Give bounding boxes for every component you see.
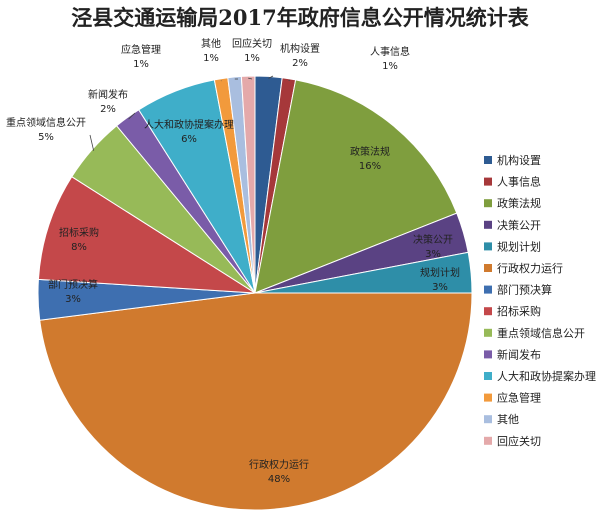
legend-label: 其他 xyxy=(497,413,519,426)
legend-label: 应急管理 xyxy=(497,391,541,405)
legend-swatch xyxy=(484,156,492,164)
legend-label: 部门预决算 xyxy=(497,283,552,297)
legend-swatch xyxy=(484,328,492,337)
data-label: 机构设置 2% xyxy=(280,42,320,69)
data-label: 人事信息 1% xyxy=(370,45,410,72)
legend-swatch xyxy=(484,264,492,272)
legend-swatch xyxy=(484,436,492,445)
leader-line xyxy=(248,77,253,80)
leader-line xyxy=(268,75,274,79)
legend-swatch xyxy=(484,220,492,229)
legend-label: 新闻发布 xyxy=(497,347,541,361)
legend-swatch xyxy=(484,350,492,359)
data-label: 行政权力运行 48% xyxy=(249,458,309,485)
legend-swatch xyxy=(484,393,492,402)
pie-slice xyxy=(240,75,256,294)
data-label: 回应关切 1% xyxy=(232,37,272,64)
data-label: 新闻发布 2% xyxy=(88,88,128,115)
legend-label: 人事信息 xyxy=(497,175,541,189)
pie-slice xyxy=(254,79,458,294)
leader-lines xyxy=(89,75,291,151)
legend-label: 回应关切 xyxy=(497,434,541,448)
data-label: 人大和政协提案办理 6% xyxy=(144,118,234,145)
leader-line xyxy=(128,112,136,120)
leader-line xyxy=(89,134,95,151)
pie-slices xyxy=(37,75,473,511)
data-labels: 机构设置 2% 人事信息 1% 政策法规 16% 决策公开 3% 规划计划 3% 行政权力运行 48%… xyxy=(6,37,460,485)
legend-swatch xyxy=(484,415,492,424)
legend-swatch xyxy=(484,242,492,251)
legend-swatch xyxy=(484,307,492,316)
legend: 机构设置人事信息政策法规决策公开规划计划行政权力运行部门预决算招标采购重点领域信… xyxy=(484,153,596,448)
legend-swatch xyxy=(484,177,492,186)
pie-slice xyxy=(39,292,473,511)
data-label: 规划计划 3% xyxy=(420,266,460,293)
legend-label: 政策法规 xyxy=(497,196,541,210)
legend-label: 决策公开 xyxy=(497,218,541,232)
legend-label: 重点领域信息公开 xyxy=(497,326,585,340)
legend-swatch xyxy=(484,372,492,380)
legend-label: 规划计划 xyxy=(497,239,541,253)
data-label: 部门预决算 3% xyxy=(48,278,98,305)
data-label: 决策公开 3% xyxy=(413,233,453,260)
legend-swatch xyxy=(484,199,492,208)
data-label: 其他 1% xyxy=(201,37,221,64)
chart-title: 泾县交通运输局2017年政府信息公开情况统计表 xyxy=(71,5,529,30)
legend-label: 行政权力运行 xyxy=(497,261,563,275)
data-label: 招标采购 8% xyxy=(59,226,99,253)
data-label: 应急管理 1% xyxy=(121,43,161,70)
legend-swatch xyxy=(484,285,492,294)
legend-label: 招标采购 xyxy=(497,304,541,318)
legend-label: 人大和政协提案办理 xyxy=(497,369,596,383)
leader-line xyxy=(288,79,291,81)
data-label: 重点领域信息公开 5% xyxy=(6,116,86,143)
legend-label: 机构设置 xyxy=(497,153,541,167)
data-label: 政策法规 16% xyxy=(350,145,390,172)
pie-slice xyxy=(37,176,256,294)
